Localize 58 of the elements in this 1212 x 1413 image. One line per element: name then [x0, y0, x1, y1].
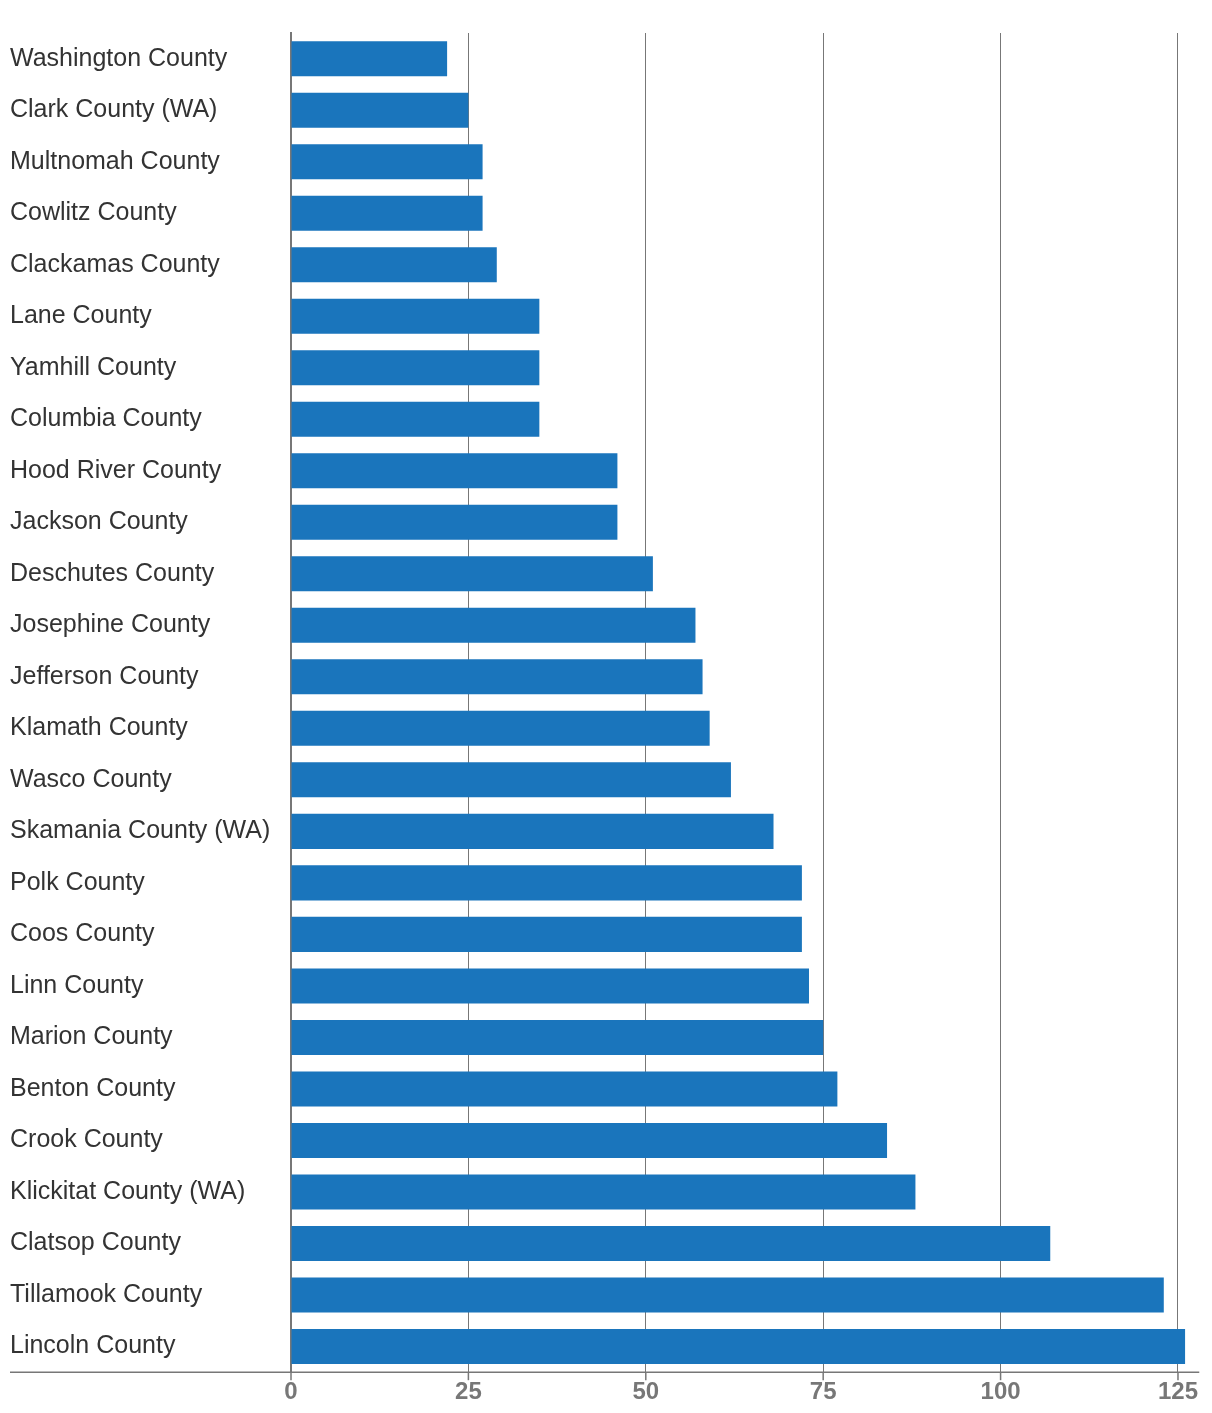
y-tick-label: Lane County	[10, 300, 153, 329]
bar	[291, 1225, 1051, 1261]
y-tick-label: Yamhill County	[10, 351, 177, 380]
x-tick-label: 125	[1157, 1377, 1198, 1405]
bar	[291, 1174, 916, 1210]
y-tick-label: Deschutes County	[10, 557, 215, 586]
y-tick-label: Clackamas County	[10, 248, 221, 277]
bar	[291, 350, 540, 386]
y-tick-label: Marion County	[10, 1021, 174, 1050]
y-tick-label: Linn County	[10, 969, 144, 998]
y-tick-label: Klickitat County (WA)	[10, 1175, 246, 1204]
x-tick-label: 50	[632, 1377, 660, 1405]
y-tick-label: Washington County	[10, 42, 228, 71]
y-tick-label: Jackson County	[10, 506, 189, 535]
bar	[291, 92, 469, 128]
bar	[291, 710, 710, 746]
y-tick-label: Lincoln County	[10, 1330, 176, 1359]
y-tick-label: Columbia County	[10, 403, 203, 432]
bar	[291, 968, 809, 1004]
bar	[291, 1019, 824, 1055]
y-tick-label: Josephine County	[10, 609, 211, 638]
bar	[291, 1071, 838, 1107]
y-tick-label: Hood River County	[10, 454, 222, 483]
y-tick-label: Skamania County (WA)	[10, 815, 271, 844]
y-tick-label: Wasco County	[10, 763, 173, 792]
y-tick-label: Benton County	[10, 1072, 176, 1101]
y-tick-label: Clark County (WA)	[10, 94, 218, 123]
bar	[291, 504, 618, 540]
y-tick-label: Coos County	[10, 918, 156, 947]
y-tick-label: Crook County	[10, 1124, 164, 1153]
bar	[291, 813, 774, 849]
x-tick-label: 100	[980, 1377, 1021, 1405]
y-tick-label: Klamath County	[10, 712, 189, 741]
bar	[291, 298, 540, 334]
bar	[291, 1277, 1164, 1313]
x-tick-label: 25	[455, 1377, 482, 1405]
bar	[291, 556, 653, 592]
y-tick-label: Clatsop County	[10, 1227, 182, 1256]
bar	[291, 144, 483, 180]
y-tick-label: Cowlitz County	[10, 197, 178, 226]
bar	[291, 41, 448, 77]
y-tick-label: Multnomah County	[10, 145, 221, 174]
bar	[291, 453, 618, 489]
bar	[291, 1328, 1186, 1364]
bar	[291, 865, 802, 901]
bar	[291, 195, 483, 231]
bar	[291, 247, 497, 283]
bar	[291, 1122, 888, 1158]
y-tick-label: Tillamook County	[10, 1278, 203, 1307]
bar	[291, 607, 696, 643]
y-tick-label: Polk County	[10, 866, 146, 895]
x-tick-label: 0	[284, 1377, 298, 1405]
bar	[291, 916, 802, 952]
y-tick-label: Jefferson County	[10, 660, 200, 689]
x-tick-label: 75	[809, 1377, 837, 1405]
bar	[291, 401, 540, 437]
bar	[291, 762, 731, 798]
bar	[291, 659, 703, 695]
